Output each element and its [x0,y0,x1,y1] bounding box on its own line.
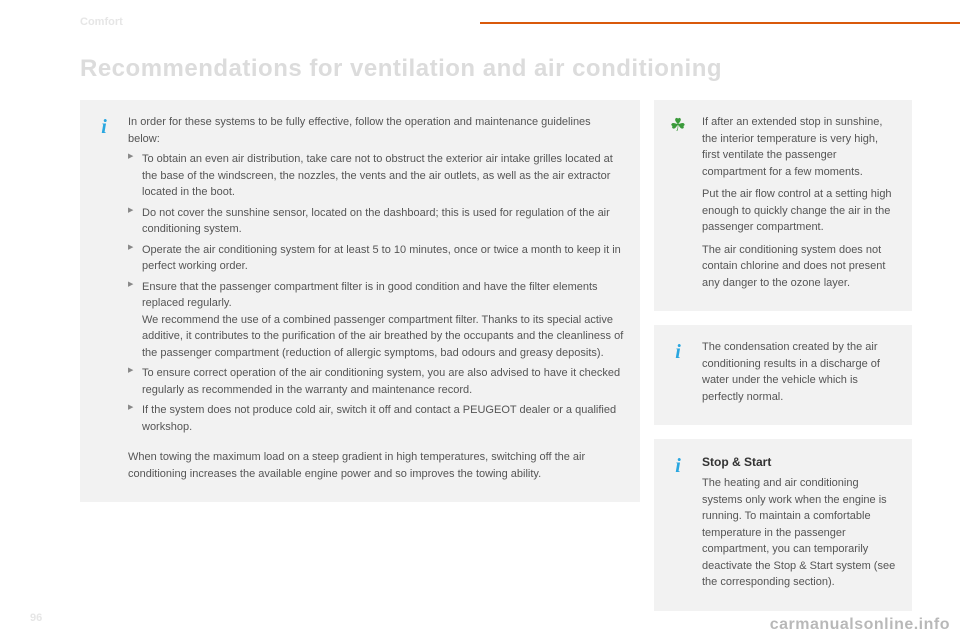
guidelines-intro: In order for these systems to be fully e… [128,114,624,147]
info-icon: i [666,451,690,481]
condensation-text: The condensation created by the air cond… [702,339,896,405]
eco-note-p3: The air conditioning system does not con… [702,242,896,292]
info-icon: i [666,337,690,367]
info-icon: i [92,112,116,142]
eco-note-p2: Put the air flow control at a setting hi… [702,186,896,236]
list-item: To ensure correct operation of the air c… [142,365,624,398]
page-title: Recommendations for ventilation and air … [80,55,722,83]
list-item: Do not cover the sunshine sensor, locate… [142,205,624,238]
stop-start-note: i Stop & Start The heating and air condi… [654,439,912,611]
list-item-text: Do not cover the sunshine sensor, locate… [142,207,610,236]
condensation-note: i The condensation created by the air co… [654,325,912,425]
towing-note: When towing the maximum load on a steep … [128,449,624,482]
list-item: To obtain an even air distribution, take… [142,151,624,201]
list-item: If the system does not produce cold air,… [142,402,624,435]
watermark: carmanualsonline.info [770,616,950,634]
leaf-icon: ☘ [666,112,690,139]
stop-start-text: The heating and air conditioning systems… [702,475,896,591]
guidelines-list: To obtain an even air distribution, take… [128,151,624,435]
list-item-text: To ensure correct operation of the air c… [142,367,620,396]
eco-note: ☘ If after an extended stop in sunshine,… [654,100,912,311]
right-column: ☘ If after an extended stop in sunshine,… [654,100,912,600]
header-accent-bar [480,22,960,24]
content-area: i In order for these systems to be fully… [80,100,912,600]
list-item-text: Ensure that the passenger compartment fi… [142,281,598,310]
main-guidelines-note: i In order for these systems to be fully… [80,100,640,502]
eco-note-p1: If after an extended stop in sunshine, t… [702,114,896,180]
list-item: Operate the air conditioning system for … [142,242,624,275]
list-item-text: Operate the air conditioning system for … [142,244,621,273]
list-item-text: If the system does not produce cold air,… [142,404,616,433]
section-label: Comfort [80,16,123,28]
list-item-subtext: We recommend the use of a combined passe… [142,312,624,362]
list-item-text: To obtain an even air distribution, take… [142,153,613,198]
left-column: i In order for these systems to be fully… [80,100,640,600]
page-number: 96 [30,612,42,624]
list-item: Ensure that the passenger compartment fi… [142,279,624,362]
stop-start-heading: Stop & Start [702,453,896,471]
